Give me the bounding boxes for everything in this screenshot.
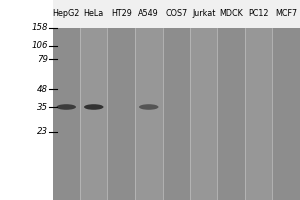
Text: 106: 106	[32, 42, 48, 50]
Bar	[163, 28, 190, 200]
Bar	[245, 28, 272, 200]
Text: 23: 23	[37, 128, 48, 136]
Bar	[272, 28, 300, 200]
Text: 158: 158	[32, 23, 48, 32]
Text: COS7: COS7	[165, 9, 188, 19]
Bar	[135, 28, 163, 200]
Bar	[218, 28, 245, 200]
Ellipse shape	[56, 104, 76, 110]
Text: A549: A549	[138, 9, 159, 19]
Ellipse shape	[84, 104, 104, 110]
Text: HeLa: HeLa	[84, 9, 104, 19]
Text: 79: 79	[37, 54, 48, 64]
Bar	[190, 28, 218, 200]
Bar	[52, 28, 80, 200]
Text: 48: 48	[37, 85, 48, 94]
Bar	[52, 28, 300, 200]
Text: 35: 35	[37, 102, 48, 112]
Text: PC12: PC12	[248, 9, 269, 19]
Ellipse shape	[139, 104, 158, 110]
Text: HT29: HT29	[111, 9, 132, 19]
Text: HepG2: HepG2	[52, 9, 80, 19]
Bar	[52, 0, 300, 28]
Bar	[80, 28, 107, 200]
Text: MDCK: MDCK	[219, 9, 243, 19]
Text: MCF7: MCF7	[275, 9, 297, 19]
Bar	[107, 28, 135, 200]
Text: Jurkat: Jurkat	[192, 9, 215, 19]
